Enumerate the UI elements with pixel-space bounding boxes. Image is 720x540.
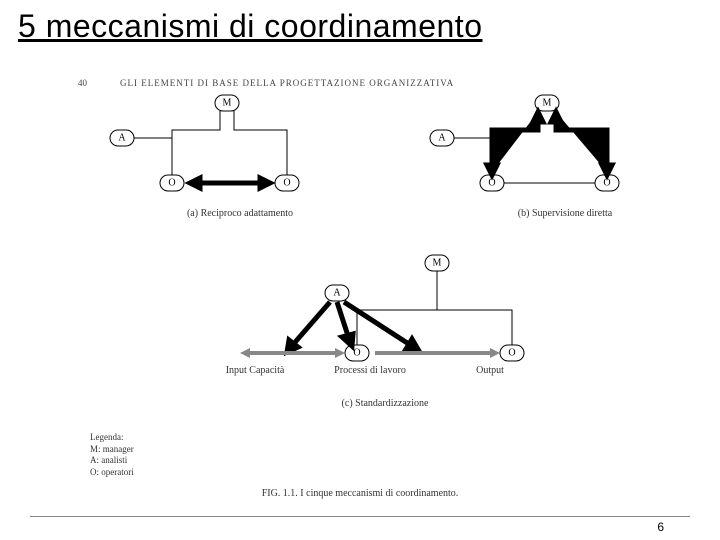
source-page-number: 40: [78, 78, 87, 88]
diagram-c-caption: (c) Standardizzazione: [315, 398, 455, 409]
diagram-b: M A O O: [390, 90, 630, 220]
node-m-label-c: M: [433, 258, 442, 269]
node-o1-label-c: O: [353, 348, 360, 359]
legend: Legenda: M: manager A: analisti O: opera…: [90, 432, 134, 479]
output-label: Output: [455, 365, 525, 376]
legend-a: A: analisti: [90, 455, 134, 467]
node-m-label-b: M: [543, 98, 552, 109]
node-o1-label: O: [168, 178, 175, 189]
input-label: Input Capacità: [220, 365, 290, 376]
source-page-header: GLI ELEMENTI DI BASE DELLA PROGETTAZIONE…: [120, 78, 454, 88]
legend-m: M: manager: [90, 444, 134, 456]
node-a-label: A: [118, 133, 126, 144]
slide-number: 6: [657, 520, 664, 534]
process-label: Processi di lavoro: [330, 365, 410, 376]
node-a-label-b: A: [438, 133, 446, 144]
diagram-a: M A O O: [100, 90, 340, 220]
diagrams-container: M A O O (a) Reciproco adattamento M A O …: [60, 90, 660, 440]
legend-o: O: operatori: [90, 467, 134, 479]
figure-caption: FIG. 1.1. I cinque meccanismi di coordin…: [0, 488, 720, 499]
diagram-c: M A O O: [190, 250, 550, 400]
footer-divider: [30, 516, 690, 517]
node-o2-label-c: O: [508, 348, 515, 359]
diagram-b-caption: (b) Supervisione diretta: [505, 208, 625, 219]
node-o2-label: O: [283, 178, 290, 189]
node-m-label: M: [223, 98, 232, 109]
diagram-a-caption: (a) Reciproco adattamento: [180, 208, 300, 219]
legend-title: Legenda:: [90, 432, 134, 444]
node-a-label-c: A: [333, 288, 341, 299]
slide-title: 5 meccanismi di coordinamento: [18, 8, 482, 45]
